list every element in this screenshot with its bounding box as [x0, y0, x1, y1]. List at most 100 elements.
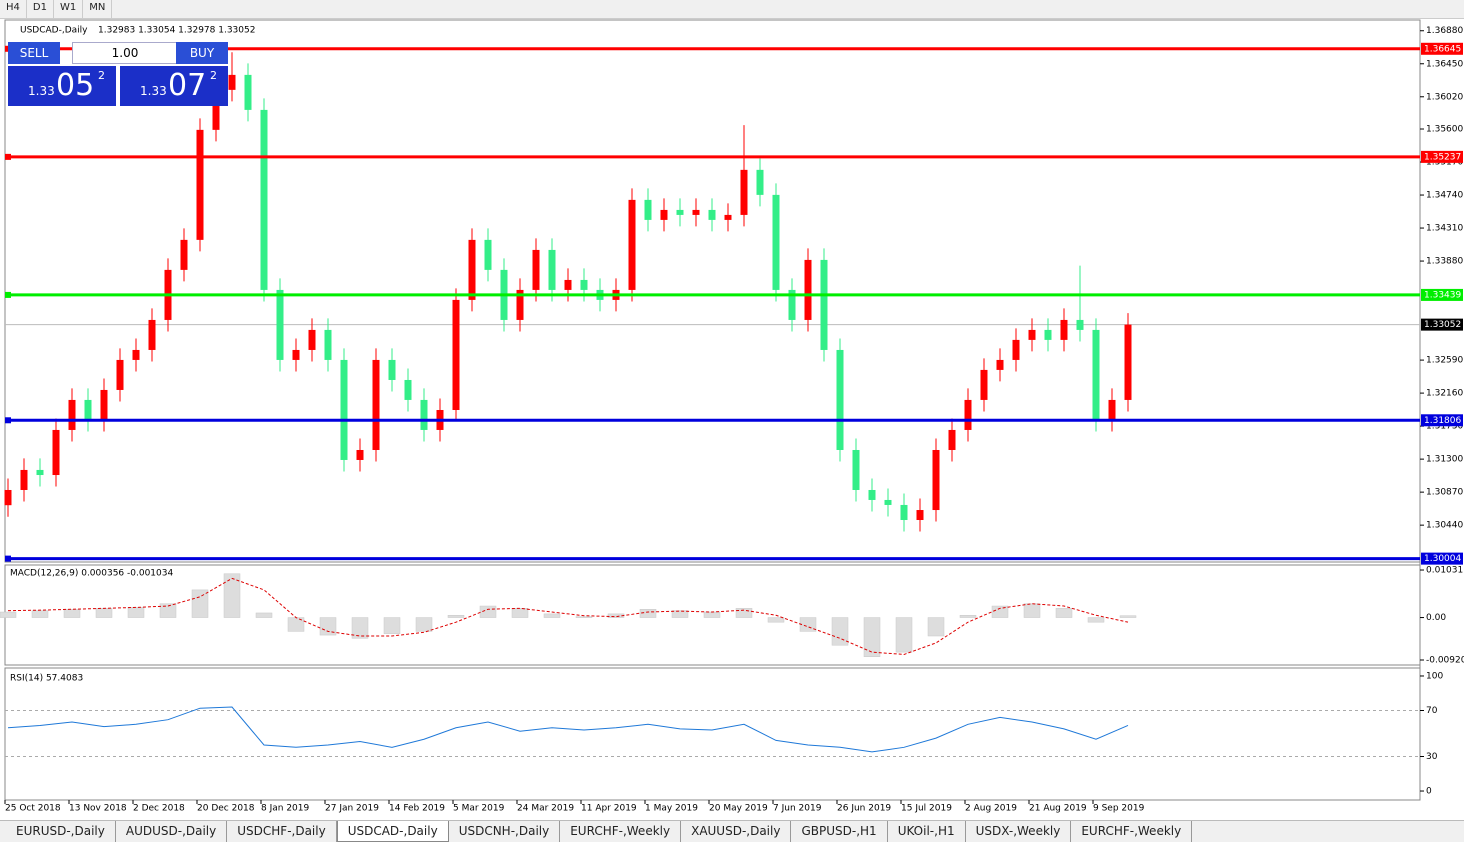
x-tick-label: 20 Dec 2018 [197, 804, 255, 814]
candle-body [1076, 319, 1084, 330]
x-tick-label: 2 Aug 2019 [965, 804, 1017, 814]
macd-bar [63, 609, 81, 618]
candle-body [324, 329, 332, 360]
price-pips: 05 [56, 68, 95, 103]
candle-body [276, 289, 284, 360]
timeframe-button[interactable]: H4 [0, 0, 27, 18]
candle-body [260, 109, 268, 290]
chart-tab[interactable]: XAUUSD-,Daily [681, 821, 792, 842]
macd-bar [479, 605, 497, 618]
chart-tab[interactable]: USDCAD-,Daily [336, 821, 449, 842]
x-tick-label: 24 Mar 2019 [517, 804, 574, 814]
y-tick-label: 1.34740 [1426, 191, 1463, 201]
chart-tab[interactable]: EURUSD-,Daily [6, 821, 116, 842]
candle-body [980, 369, 988, 400]
y-tick-label: 1.32160 [1426, 389, 1463, 399]
chart-tab[interactable]: USDX-,Weekly [966, 821, 1072, 842]
panel-frame [4, 667, 1421, 801]
x-tick-label: 21 Aug 2019 [1029, 804, 1087, 814]
candle-body [420, 399, 428, 430]
macd-bar [831, 617, 849, 646]
one-click-trading-panel: SELL 1.00 BUY 1.33 05 2 1.33 07 2 [8, 40, 228, 106]
y-tick-label: 1.32590 [1426, 356, 1463, 366]
macd-bar [543, 613, 561, 618]
candle-body [964, 399, 972, 430]
macd-bar [735, 608, 753, 618]
timeframe-button[interactable]: W1 [54, 0, 84, 18]
candle-body [900, 504, 908, 521]
candle-body [580, 279, 588, 290]
ohlc-label: 1.32983 1.33054 1.32978 1.33052 [98, 26, 255, 36]
level-label: 1.35237 [1424, 152, 1461, 162]
buy-button[interactable]: BUY [176, 42, 228, 64]
macd-bar [95, 608, 113, 618]
x-tick-label: 25 Oct 2018 [5, 804, 61, 814]
macd-bar [671, 610, 689, 618]
macd-bar [703, 611, 721, 618]
candle-body [116, 359, 124, 390]
y-tick-label: 30 [1426, 752, 1438, 762]
candle-body [84, 399, 92, 420]
candle-body [788, 289, 796, 320]
candle-body [644, 199, 652, 220]
macd-bar [959, 615, 977, 618]
candle-body [868, 489, 876, 500]
macd-bar [1119, 615, 1137, 618]
candle-body [820, 259, 828, 350]
candle-body [548, 249, 556, 290]
y-tick-label: 0.00 [1426, 613, 1446, 623]
candle-body [308, 329, 316, 350]
candle-body [1108, 399, 1116, 420]
candle-body [740, 169, 748, 215]
candle-body [468, 239, 476, 300]
candle-body [404, 379, 412, 400]
buy-price[interactable]: 1.33 07 2 [120, 66, 228, 106]
macd-bar [31, 610, 49, 618]
current-price-tag [1421, 318, 1463, 331]
rsi-label: RSI(14) 57.4083 [10, 674, 83, 684]
macd-bar [767, 617, 785, 623]
x-tick-label: 14 Feb 2019 [389, 804, 445, 814]
x-tick-label: 8 Jan 2019 [261, 804, 309, 814]
chart-tab[interactable]: USDCNH-,Daily [449, 821, 561, 842]
macd-label: MACD(12,26,9) 0.000356 -0.001034 [10, 569, 173, 579]
candle-body [1060, 319, 1068, 340]
timeframe-button[interactable]: MN [83, 0, 113, 18]
level-tag [1421, 42, 1463, 55]
candle-body [452, 299, 460, 410]
chart-tab[interactable]: GBPUSD-,H1 [791, 821, 888, 842]
chart-tab[interactable]: UKOil-,H1 [888, 821, 966, 842]
candle-body [676, 209, 684, 215]
candle-body [484, 239, 492, 270]
chart-tab[interactable]: EURCHF-,Weekly [1071, 821, 1193, 842]
macd-bar [895, 617, 913, 653]
y-tick-label: -0.009203 [1426, 655, 1464, 665]
lots-input[interactable]: 1.00 [72, 42, 178, 64]
candle-body [836, 349, 844, 450]
candle-body [36, 469, 44, 476]
x-tick-label: 11 Apr 2019 [581, 804, 637, 814]
chart-tab[interactable]: EURCHF-,Weekly [560, 821, 682, 842]
candle-body [628, 199, 636, 290]
timeframe-button[interactable]: D1 [27, 0, 54, 18]
sell-button[interactable]: SELL [8, 42, 60, 64]
candle-body [660, 209, 668, 220]
price-fraction: 2 [210, 69, 217, 82]
candle-body [372, 359, 380, 450]
candle-body [772, 194, 780, 290]
current-price-label: 1.33052 [1424, 320, 1461, 330]
candle-body [724, 214, 732, 220]
x-tick-label: 15 Jul 2019 [901, 804, 952, 814]
level-handle [5, 291, 11, 298]
chart-tab[interactable]: USDCHF-,Daily [227, 821, 337, 842]
y-tick-label: 1.36880 [1426, 26, 1463, 36]
macd-bar [159, 603, 177, 618]
y-tick-label: 1.36450 [1426, 59, 1463, 69]
macd-signal [7, 577, 1129, 655]
chart-tab[interactable]: AUDUSD-,Daily [116, 821, 228, 842]
candle-body [196, 129, 204, 240]
x-tick-label: 5 Mar 2019 [453, 804, 505, 814]
sell-price[interactable]: 1.33 05 2 [8, 66, 116, 106]
x-tick-label: 13 Nov 2018 [69, 804, 127, 814]
